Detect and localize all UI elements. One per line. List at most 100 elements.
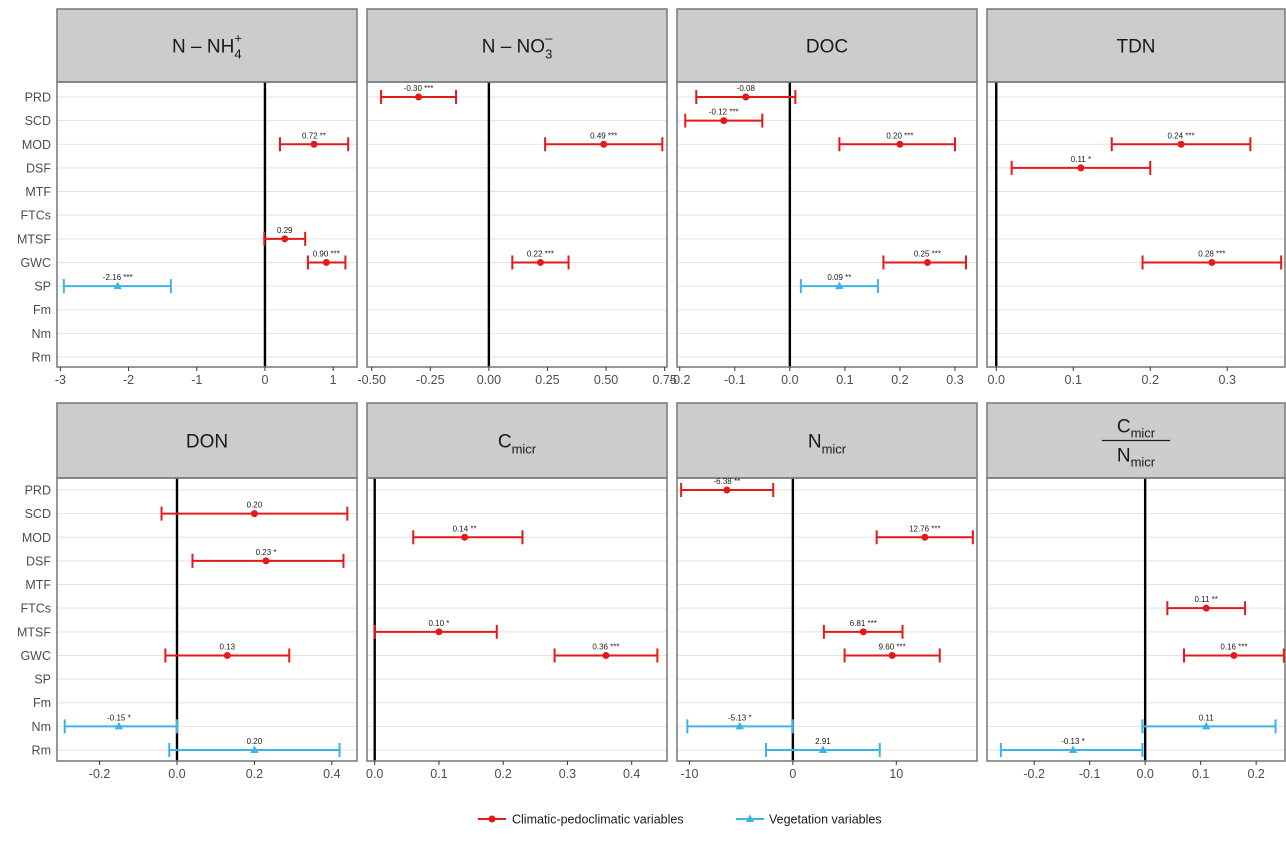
estimate-label: 0.49 *** <box>590 131 617 140</box>
x-tick-label: 0.4 <box>623 767 640 781</box>
point-circle <box>536 258 544 266</box>
point-circle <box>281 235 289 243</box>
x-tick-label: 0.2 <box>1142 373 1159 387</box>
y-tick-label-Fm: Fm <box>33 303 51 317</box>
estimate-label: 0.13 <box>220 642 236 651</box>
estimate-label: 0.11 * <box>1071 155 1091 164</box>
point-circle <box>1177 140 1185 148</box>
x-tick-label: -10 <box>680 767 698 781</box>
estimate-label: 0.14 ** <box>453 524 477 533</box>
estimate-FTCs: 0.11 ** <box>1166 595 1247 616</box>
x-tick-label: -0.2 <box>669 373 691 387</box>
x-tick-label: 0.4 <box>323 767 340 781</box>
point-circle <box>415 93 423 101</box>
y-tick-label-GWC: GWC <box>20 256 51 270</box>
x-tick-label: 0.1 <box>836 373 853 387</box>
estimate-DSF: 0.11 * <box>1010 155 1152 175</box>
y-tick-label-SCD: SCD <box>25 114 51 128</box>
point-circle <box>1230 651 1238 659</box>
estimate-label: 9.60 *** <box>879 642 906 651</box>
point-circle <box>461 533 469 541</box>
panel-border <box>676 81 978 368</box>
estimate-Nm: -5.13 * <box>686 713 794 734</box>
x-tick-label: -0.2 <box>89 767 111 781</box>
point-circle <box>223 651 231 659</box>
point-circle <box>888 651 896 659</box>
strip-title: TDN <box>1116 37 1155 58</box>
point-circle <box>896 140 904 148</box>
estimate-GWC: 0.13 <box>164 642 291 663</box>
estimate-label: 6.81 *** <box>850 619 877 628</box>
strip-title-denominator: Nmicr <box>1117 446 1156 470</box>
panel-border <box>56 81 358 368</box>
point-triangle <box>1068 745 1078 753</box>
point-triangle <box>113 281 122 290</box>
point-circle <box>310 140 318 148</box>
estimate-MOD: 0.20 *** <box>838 131 956 152</box>
estimate-label: -0.30 *** <box>404 84 434 93</box>
strip-title-superscript: + <box>234 31 242 46</box>
x-tick-label: 0.25 <box>535 373 559 387</box>
legend-label: Climatic-pedoclimatic variables <box>512 813 684 827</box>
legend-key-circle <box>488 815 496 823</box>
y-tick-label-PRD: PRD <box>25 484 51 498</box>
y-tick-label-MOD: MOD <box>22 138 51 152</box>
strip-title: N – NH4+ <box>172 31 242 62</box>
point-circle <box>1208 258 1216 266</box>
estimate-Rm: -0.13 * <box>999 737 1144 757</box>
estimate-SCD: -0.12 *** <box>684 108 764 128</box>
estimate-label: 0.10 * <box>428 619 449 628</box>
x-tick-label: -0.1 <box>1079 767 1101 781</box>
estimate-label: -0.13 * <box>1061 737 1085 746</box>
point-circle <box>322 258 330 266</box>
legend: Climatic-pedoclimatic variables Vegetatio… <box>478 813 882 827</box>
strip-title-base: DOC <box>806 37 848 58</box>
point-circle <box>723 486 731 494</box>
estimate-label: 0.29 <box>277 226 293 235</box>
x-tick-label: 0.3 <box>946 373 963 387</box>
estimate-PRD: -0.30 *** <box>380 84 458 104</box>
strip-title-base: DON <box>186 432 228 453</box>
estimate-label: 0.20 *** <box>886 131 913 140</box>
x-tick-label: 0 <box>789 767 796 781</box>
point-triangle <box>114 721 124 730</box>
estimate-GWC: 0.36 *** <box>553 642 659 663</box>
point-triangle <box>250 745 259 753</box>
point-triangle <box>835 281 844 290</box>
strip-title-numerator: Cmicr <box>1117 417 1156 441</box>
x-tick-label: 0.3 <box>1219 373 1236 387</box>
point-circle <box>1202 604 1210 612</box>
x-tick-label: 0.1 <box>430 767 447 781</box>
estimate-Nm: 0.11 <box>1141 713 1277 734</box>
x-tick-label: 0.2 <box>246 767 263 781</box>
estimate-label: 2.91 <box>815 737 831 746</box>
strip-title-subscript: micr <box>822 442 847 457</box>
estimate-label: -5.13 * <box>728 713 752 722</box>
panel-strip <box>56 8 358 83</box>
x-tick-label: 10 <box>889 767 903 781</box>
point-triangle <box>818 745 828 753</box>
y-tick-label-FTCs: FTCs <box>20 209 51 223</box>
x-tick-label: 0.50 <box>594 373 618 387</box>
estimate-GWC: 0.90 *** <box>306 249 347 270</box>
point-circle <box>859 628 867 636</box>
panel-1: N – NH4+ PRD SCD MOD DSF MTF FTCs MTSF GWC SP Fm Nm… <box>17 8 358 387</box>
panel-4: TDN 0.0 0.1 0.2 0.3 0.24 *** 0.11 * 0.28 *** <box>986 8 1286 387</box>
estimate-label: 0.22 *** <box>527 249 554 258</box>
y-tick-label-DSF: DSF <box>26 554 51 568</box>
estimate-label: 0.11 ** <box>1194 595 1217 604</box>
estimate-label: 0.24 *** <box>1167 131 1194 140</box>
panel-border <box>366 477 668 762</box>
estimate-GWC: 0.16 *** <box>1183 642 1285 663</box>
estimate-label: -0.08 <box>737 84 756 93</box>
point-circle <box>435 628 443 636</box>
estimate-DSF: 0.23 * <box>191 548 345 568</box>
y-tick-label-GWC: GWC <box>20 649 51 663</box>
estimate-label: 0.25 *** <box>914 249 941 258</box>
x-tick-label: 0.3 <box>559 767 576 781</box>
estimate-MTSF: 0.29 <box>263 226 307 246</box>
x-tick-label: 0.0 <box>1136 767 1153 781</box>
estimate-label: 12.76 *** <box>909 524 941 533</box>
strip-title-superscript: – <box>545 31 553 46</box>
x-tick-label: -0.1 <box>724 373 746 387</box>
